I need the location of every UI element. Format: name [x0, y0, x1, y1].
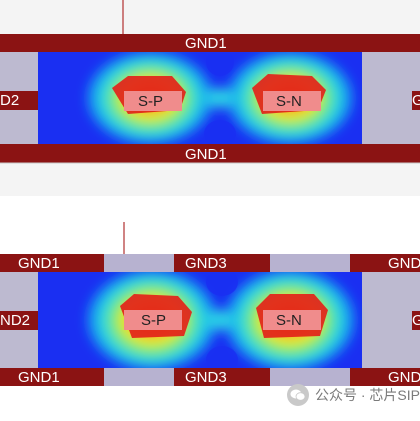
watermark-text: 公众号 · 芯片SIP — [314, 387, 420, 403]
field-plot-bottom: GND1 GND3 GND GND1 GND3 GND ND2 G S-P S-… — [0, 212, 420, 421]
signal-label-n: S-N — [276, 312, 302, 329]
watermark: 公众号 · 芯片SIP — [286, 382, 420, 408]
ground-plane-bottom — [0, 144, 420, 163]
ground-label-bottom-left: GND1 — [18, 369, 60, 386]
ground-label-top-right: GND — [388, 255, 420, 272]
signal-trace-p — [124, 310, 182, 330]
field-plot-bottom-graphic — [0, 212, 420, 421]
gap-top-left — [104, 254, 174, 272]
field-plot-top: GND1 GND1 D2 G S-P S-N — [0, 0, 420, 196]
gap-top-right — [270, 254, 350, 272]
signal-label-p: S-P — [141, 312, 167, 329]
ground-label-top-left: GND1 — [18, 255, 60, 272]
ground-plane-top-center — [174, 254, 270, 272]
signal-label-p: S-P — [138, 93, 164, 110]
ground-label-top: GND1 — [185, 35, 227, 52]
ground-plane-top-right — [350, 254, 420, 272]
right-edge-conductor — [412, 91, 420, 110]
signal-trace-n — [263, 91, 321, 111]
right-edge-label: G — [412, 312, 420, 329]
right-dielectric — [362, 52, 420, 144]
ground-label-bottom-right: GND — [388, 369, 420, 386]
right-edge-conductor — [412, 311, 420, 330]
ground-label-top-center: GND3 — [185, 255, 227, 272]
gap-bottom-right — [270, 368, 350, 386]
ground-plane-bottom-center — [174, 368, 270, 386]
left-edge-conductor — [0, 311, 38, 330]
gap-bottom-left — [104, 368, 174, 386]
signal-trace-p — [124, 91, 182, 111]
ground-label-bottom: GND1 — [185, 146, 227, 163]
right-dielectric — [362, 272, 420, 368]
right-edge-label: G — [412, 92, 420, 109]
left-edge-conductor — [0, 91, 38, 110]
ground-plane-bottom-left — [0, 368, 104, 386]
signal-label-n: S-N — [276, 93, 302, 110]
wechat-icon — [286, 384, 309, 406]
field-plot-top-graphic — [0, 0, 420, 196]
ground-plane-top — [0, 34, 420, 52]
ground-label-bottom-center: GND3 — [185, 369, 227, 386]
left-edge-label: D2 — [0, 92, 20, 109]
left-edge-label: ND2 — [0, 312, 31, 329]
ground-plane-bottom-right — [350, 368, 420, 386]
signal-trace-n — [263, 310, 321, 330]
ground-plane-top-left — [0, 254, 104, 272]
